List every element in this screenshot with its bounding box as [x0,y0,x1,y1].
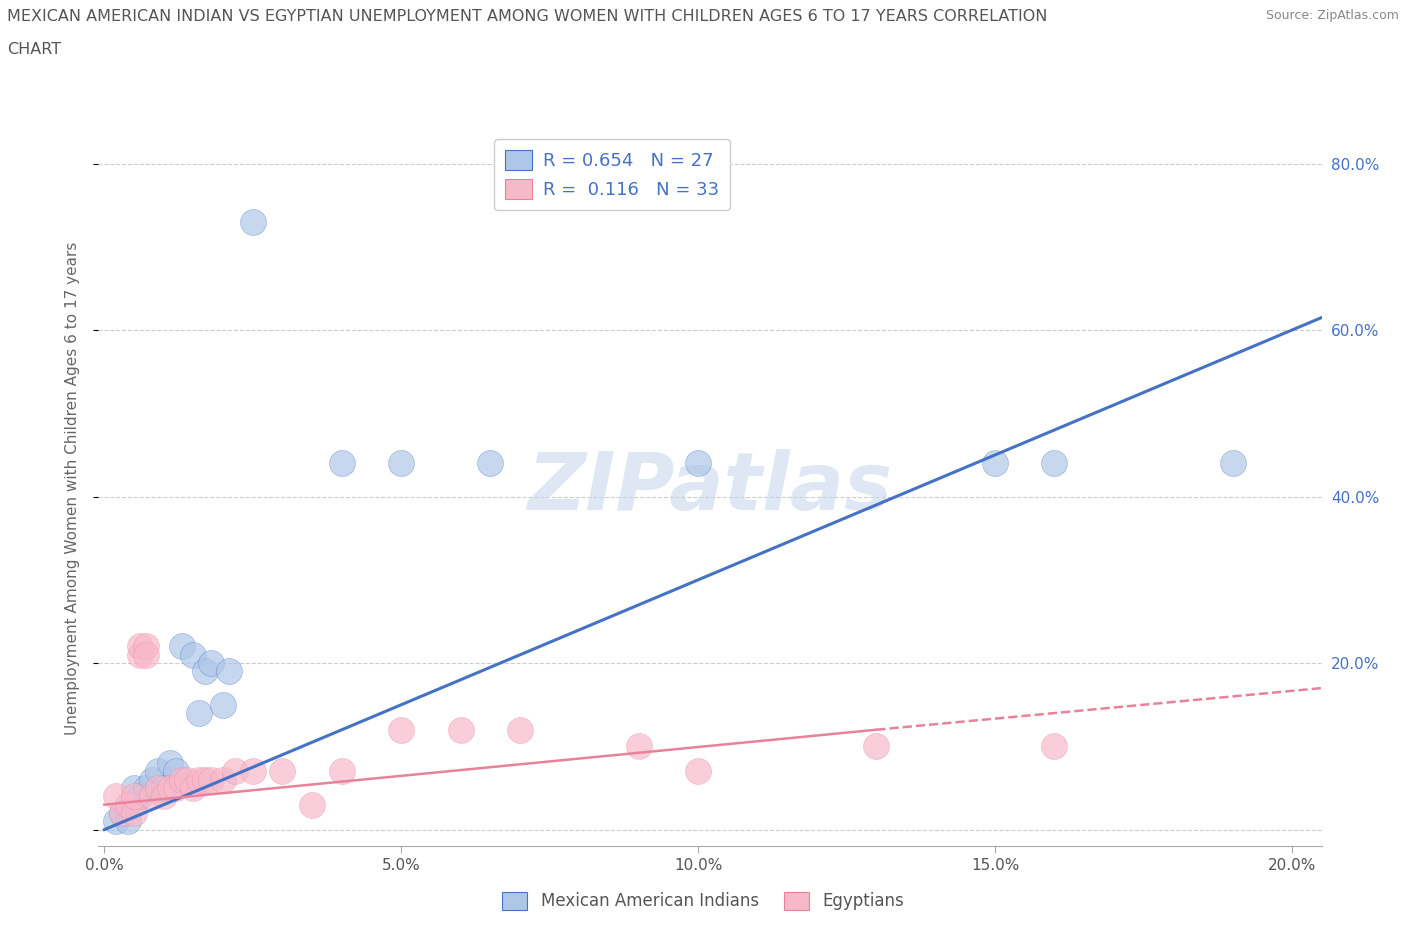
Y-axis label: Unemployment Among Women with Children Ages 6 to 17 years: Unemployment Among Women with Children A… [65,242,80,735]
Text: MEXICAN AMERICAN INDIAN VS EGYPTIAN UNEMPLOYMENT AMONG WOMEN WITH CHILDREN AGES : MEXICAN AMERICAN INDIAN VS EGYPTIAN UNEM… [7,9,1047,24]
Point [105,814,128,829]
Point [865,739,887,754]
Point [194,772,217,787]
Point [627,739,650,754]
Point [188,772,211,787]
Point [159,755,181,770]
Point [122,780,145,795]
Legend: R = 0.654   N = 27, R =  0.116   N = 33: R = 0.654 N = 27, R = 0.116 N = 33 [495,140,730,209]
Point [301,797,323,812]
Point [183,780,205,795]
Point [194,664,217,679]
Point [170,639,193,654]
Point [129,647,152,662]
Point [117,814,139,829]
Point [984,456,1007,471]
Point [117,797,139,812]
Point [1043,739,1066,754]
Point [146,764,169,778]
Point [330,764,353,778]
Point [224,764,246,778]
Point [105,789,128,804]
Point [159,780,181,795]
Point [1043,456,1066,471]
Point [176,772,198,787]
Text: ZIPatlas: ZIPatlas [527,449,893,527]
Point [212,698,235,712]
Point [165,764,187,778]
Point [212,772,235,787]
Point [152,780,174,795]
Point [122,805,145,820]
Point [111,805,134,820]
Point [135,639,157,654]
Point [688,456,710,471]
Point [479,456,502,471]
Point [200,772,222,787]
Legend: Mexican American Indians, Egyptians: Mexican American Indians, Egyptians [495,885,911,917]
Point [389,456,412,471]
Point [450,723,472,737]
Point [509,723,531,737]
Point [218,664,240,679]
Point [135,647,157,662]
Point [111,805,134,820]
Point [146,780,169,795]
Point [152,789,174,804]
Point [242,764,264,778]
Point [183,647,205,662]
Point [200,656,222,671]
Point [330,456,353,471]
Point [122,797,145,812]
Point [141,789,163,804]
Point [170,772,193,787]
Point [122,789,145,804]
Point [165,780,187,795]
Point [688,764,710,778]
Point [141,772,163,787]
Point [389,723,412,737]
Point [129,789,152,804]
Text: Source: ZipAtlas.com: Source: ZipAtlas.com [1265,9,1399,22]
Text: CHART: CHART [7,42,60,57]
Point [129,639,152,654]
Point [188,706,211,721]
Point [271,764,294,778]
Point [1222,456,1244,471]
Point [135,780,157,795]
Point [242,214,264,229]
